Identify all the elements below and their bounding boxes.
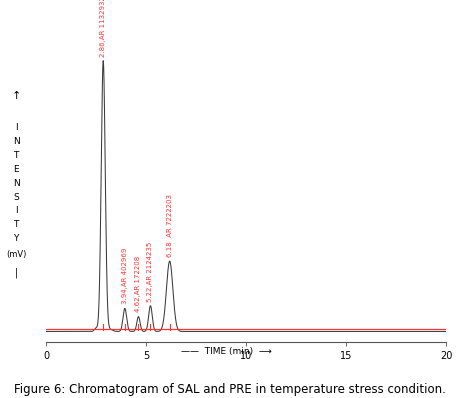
Text: T: T — [13, 220, 19, 229]
Text: 2.86,AR 11329327: 2.86,AR 11329327 — [100, 0, 106, 57]
Text: |: | — [14, 267, 18, 278]
Text: E: E — [13, 165, 19, 174]
Text: 3.94,AR 402969: 3.94,AR 402969 — [122, 248, 128, 304]
Text: 6.18  AR 7222203: 6.18 AR 7222203 — [166, 194, 172, 257]
Text: 4.62,AR 172208: 4.62,AR 172208 — [135, 256, 141, 312]
Text: 5.22,AR 2124235: 5.22,AR 2124235 — [147, 242, 153, 302]
Text: ↑: ↑ — [11, 90, 21, 101]
Text: I: I — [15, 207, 17, 215]
Text: N: N — [13, 179, 19, 187]
Text: S: S — [13, 193, 19, 201]
Text: ——  TIME (min)  ⟶: —— TIME (min) ⟶ — [180, 347, 271, 356]
Text: I: I — [15, 123, 17, 132]
Text: N: N — [13, 137, 19, 146]
Text: (mV): (mV) — [6, 250, 26, 259]
Text: Figure 6: Chromatogram of SAL and PRE in temperature stress condition.: Figure 6: Chromatogram of SAL and PRE in… — [14, 383, 445, 396]
Text: Y: Y — [13, 234, 19, 243]
Text: T: T — [13, 151, 19, 160]
